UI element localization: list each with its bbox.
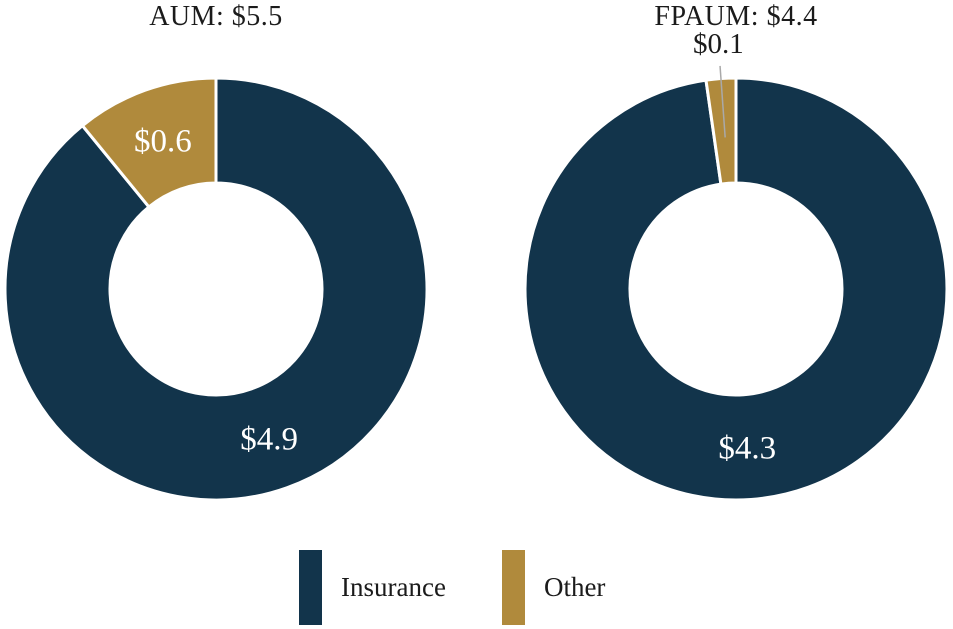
fpaum-chart-title: FPAUM: $4.4 [654, 1, 818, 32]
slice-insurance [525, 76, 947, 502]
leader-line-other [719, 65, 726, 138]
aum-donut: $4.9 $0.6 [5, 76, 427, 502]
legend: Insurance Other [299, 550, 605, 625]
fpaum-donut: $4.3 $0.1 [525, 28, 947, 502]
slice-insurance [5, 76, 427, 502]
aum-chart-title: AUM: $5.5 [149, 1, 283, 32]
aum-donut-chart: AUM: $5.5 $4.9 $0.6 [5, 0, 427, 510]
fpaum-donut-chart: FPAUM: $4.4 $4.3 $0.1 [525, 0, 947, 510]
slice-label-other: $0.6 [134, 124, 192, 160]
slice-label-insurance: $4.9 [240, 422, 298, 458]
legend-item-other: Other [501, 550, 606, 625]
slice-label-insurance: $4.3 [718, 430, 776, 466]
legend-item-insurance: Insurance [299, 550, 446, 625]
legend-label-insurance: Insurance [341, 572, 446, 602]
legend-swatch-other [501, 550, 525, 625]
legend-swatch-insurance [299, 550, 322, 625]
legend-label-other: Other [543, 572, 606, 602]
slice-other [704, 76, 738, 186]
slice-other [80, 76, 218, 210]
slice-label-other: $0.1 [693, 28, 744, 60]
